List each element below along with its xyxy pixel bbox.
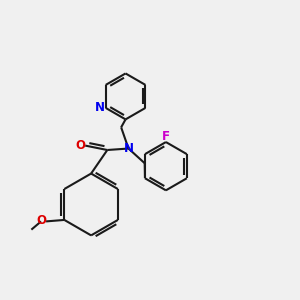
Text: N: N	[124, 142, 134, 155]
Text: F: F	[162, 130, 170, 143]
Text: O: O	[36, 214, 46, 227]
Text: O: O	[75, 139, 85, 152]
Text: N: N	[95, 101, 105, 114]
